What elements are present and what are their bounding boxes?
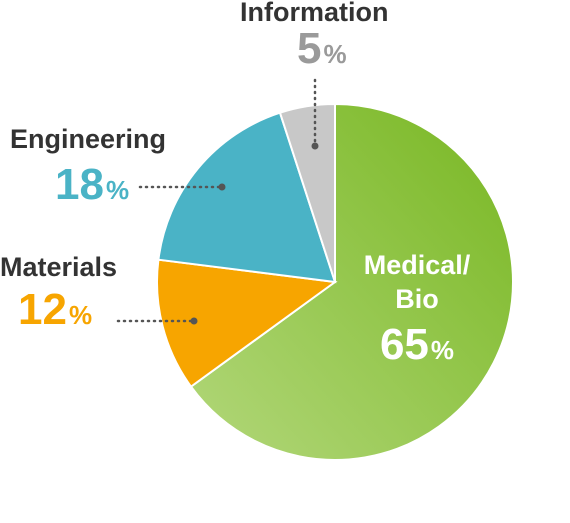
percent-sign: % bbox=[323, 39, 347, 69]
engineering-slice bbox=[157, 111, 337, 284]
materials-label: Materials bbox=[0, 252, 118, 282]
materials-slice bbox=[156, 258, 338, 389]
medical-bio-slice bbox=[189, 102, 514, 461]
information-value: 5 bbox=[297, 24, 322, 73]
medical-bio-label-line1: Medical/ bbox=[363, 250, 471, 280]
engineering-label: Engineering bbox=[10, 124, 167, 154]
materials-leader-dot bbox=[190, 317, 198, 325]
information-percent: 5% bbox=[297, 24, 347, 74]
medical-bio-label-group: Medical/ Bio 65% bbox=[352, 248, 482, 370]
information-leader-dot bbox=[311, 142, 319, 150]
medical-bio-percent: 65% bbox=[352, 320, 482, 370]
medical-bio-value: 65 bbox=[379, 320, 429, 369]
information-slice bbox=[278, 102, 336, 283]
engineering-percent: 18% bbox=[55, 160, 129, 210]
engineering-value: 18 bbox=[55, 160, 104, 209]
engineering-leader-dot bbox=[218, 183, 226, 191]
materials-percent: 12% bbox=[18, 285, 92, 335]
percent-sign: % bbox=[68, 300, 93, 330]
percent-sign: % bbox=[430, 335, 455, 365]
medical-bio-label-line2: Bio bbox=[395, 284, 439, 314]
percent-sign: % bbox=[105, 175, 130, 205]
information-label: Information bbox=[240, 0, 389, 27]
materials-value: 12 bbox=[18, 285, 67, 334]
